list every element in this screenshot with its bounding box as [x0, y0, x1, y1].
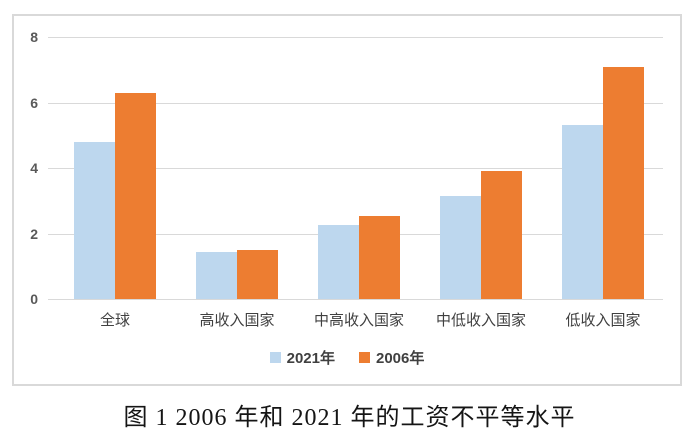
legend-entry: 2021年	[269, 347, 335, 368]
legend-swatch	[359, 352, 370, 363]
bar	[74, 141, 115, 299]
bar	[115, 92, 156, 299]
bar-group	[420, 37, 542, 299]
x-axis-label: 高收入国家	[199, 312, 275, 329]
legend-swatch	[269, 352, 281, 363]
chart-card: 0 2 4 6 8 全球 高收入国家 中高收入国家 中低收入国家 低收入国家 2021年 2006…	[12, 14, 682, 386]
grid-line	[48, 37, 663, 38]
y-axis-tick-label: 8	[30, 29, 38, 45]
figure-caption: 图 1 2006 年和 2021 年的工资不平等水平	[123, 405, 576, 431]
y-axis-tick-label: 4	[30, 160, 38, 176]
bar	[196, 251, 237, 299]
y-axis-tick-label: 0	[30, 291, 38, 307]
x-axis-label: 全球	[99, 312, 130, 329]
grid-line	[48, 168, 663, 169]
bar	[562, 125, 603, 299]
bar	[237, 249, 278, 299]
y-axis-tick-label: 2	[30, 225, 38, 242]
legend-label: 2021年	[286, 350, 335, 367]
bar	[603, 66, 644, 299]
bar-group	[54, 37, 176, 299]
grid-line	[48, 299, 663, 300]
legend-label: 2006年	[376, 350, 425, 367]
x-axis-label: 低收入国家	[565, 312, 641, 329]
bar	[481, 171, 522, 299]
x-axis-label: 中高收入国家	[313, 312, 404, 329]
bar	[318, 225, 359, 299]
grid-line	[48, 102, 663, 104]
bar-group	[298, 37, 420, 299]
bar-group	[542, 37, 664, 299]
bar	[359, 215, 400, 299]
x-axis-labels: 全球 高收入国家 中高收入国家 中低收入国家 低收入国家	[54, 309, 664, 330]
bar-groups	[54, 37, 664, 299]
y-axis-tick-label: 6	[30, 94, 38, 111]
legend-entry: 2006年	[359, 347, 424, 368]
legend: 2021年 2006年	[14, 347, 680, 368]
bar-group	[176, 37, 298, 299]
bar	[440, 195, 481, 299]
x-axis-label: 中低收入国家	[435, 312, 526, 329]
